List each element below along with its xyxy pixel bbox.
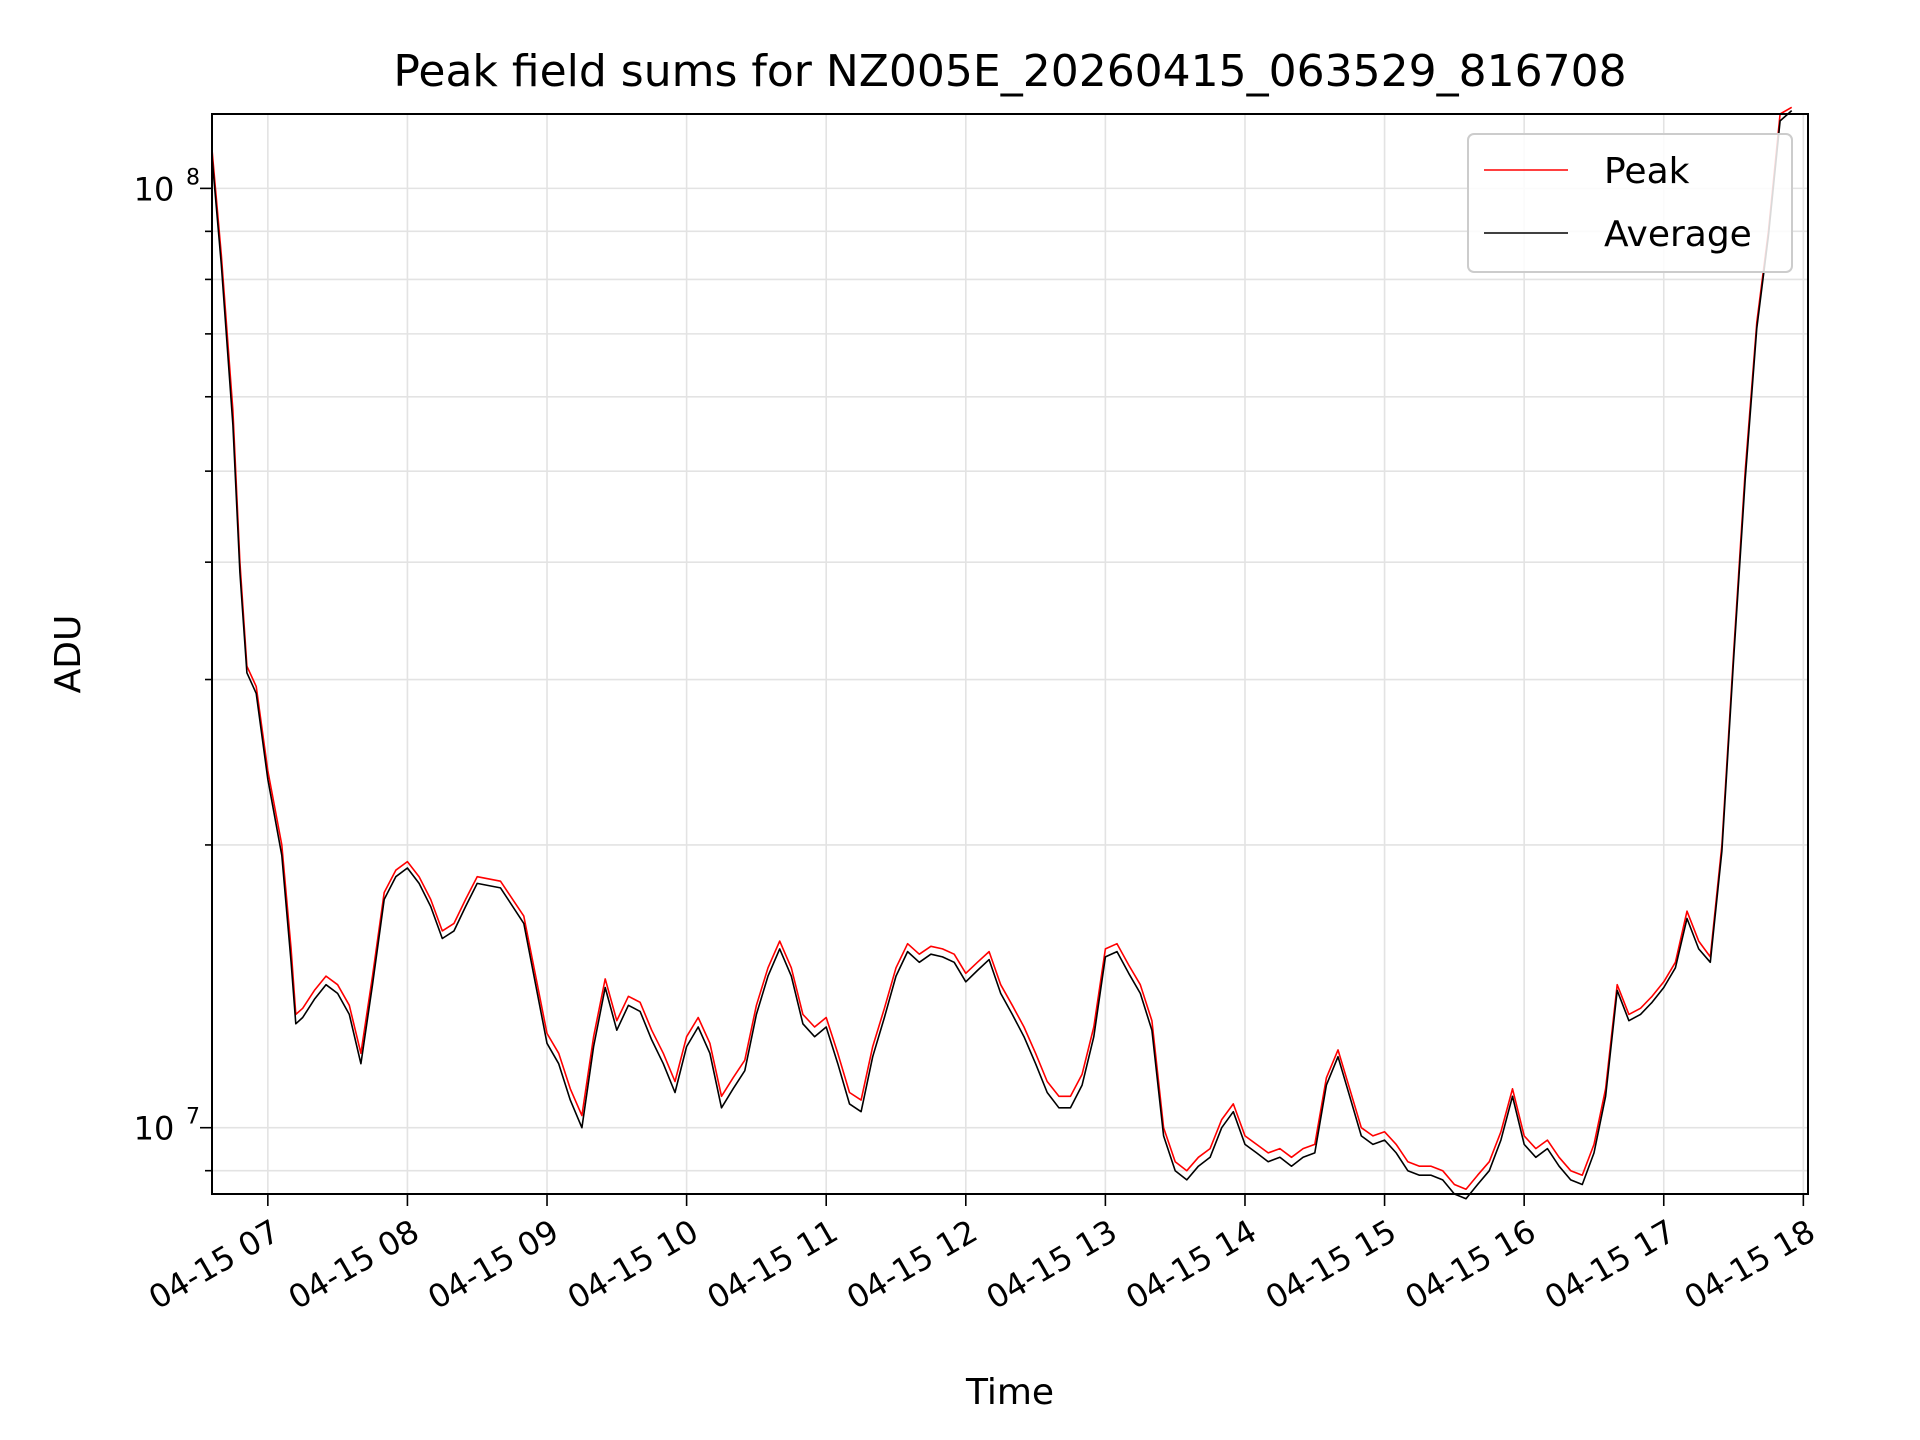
legend: Peak Average	[1467, 133, 1793, 273]
chart-title: Peak field sums for NZ005E_20260415_0635…	[393, 46, 1626, 97]
y-axis: 10 7 10 8	[134, 165, 212, 1172]
series-layer	[211, 106, 1793, 1200]
y-tick-label: 10	[134, 1110, 175, 1148]
y-tick-exponent: 7	[186, 1105, 200, 1130]
grid	[212, 114, 1808, 1194]
x-axis-label: Time	[965, 1372, 1054, 1413]
legend-box	[1467, 133, 1793, 273]
y-tick-exponent: 8	[186, 165, 200, 190]
series-line-peak	[211, 106, 1793, 1190]
plot-frame	[211, 113, 1809, 1195]
y-tick-label: 10	[134, 170, 175, 208]
legend-peak-label: Peak	[1604, 151, 1690, 192]
legend-average-label: Average	[1604, 214, 1752, 255]
y-axis-label: ADU	[48, 615, 89, 694]
series-line-average	[211, 110, 1793, 1200]
